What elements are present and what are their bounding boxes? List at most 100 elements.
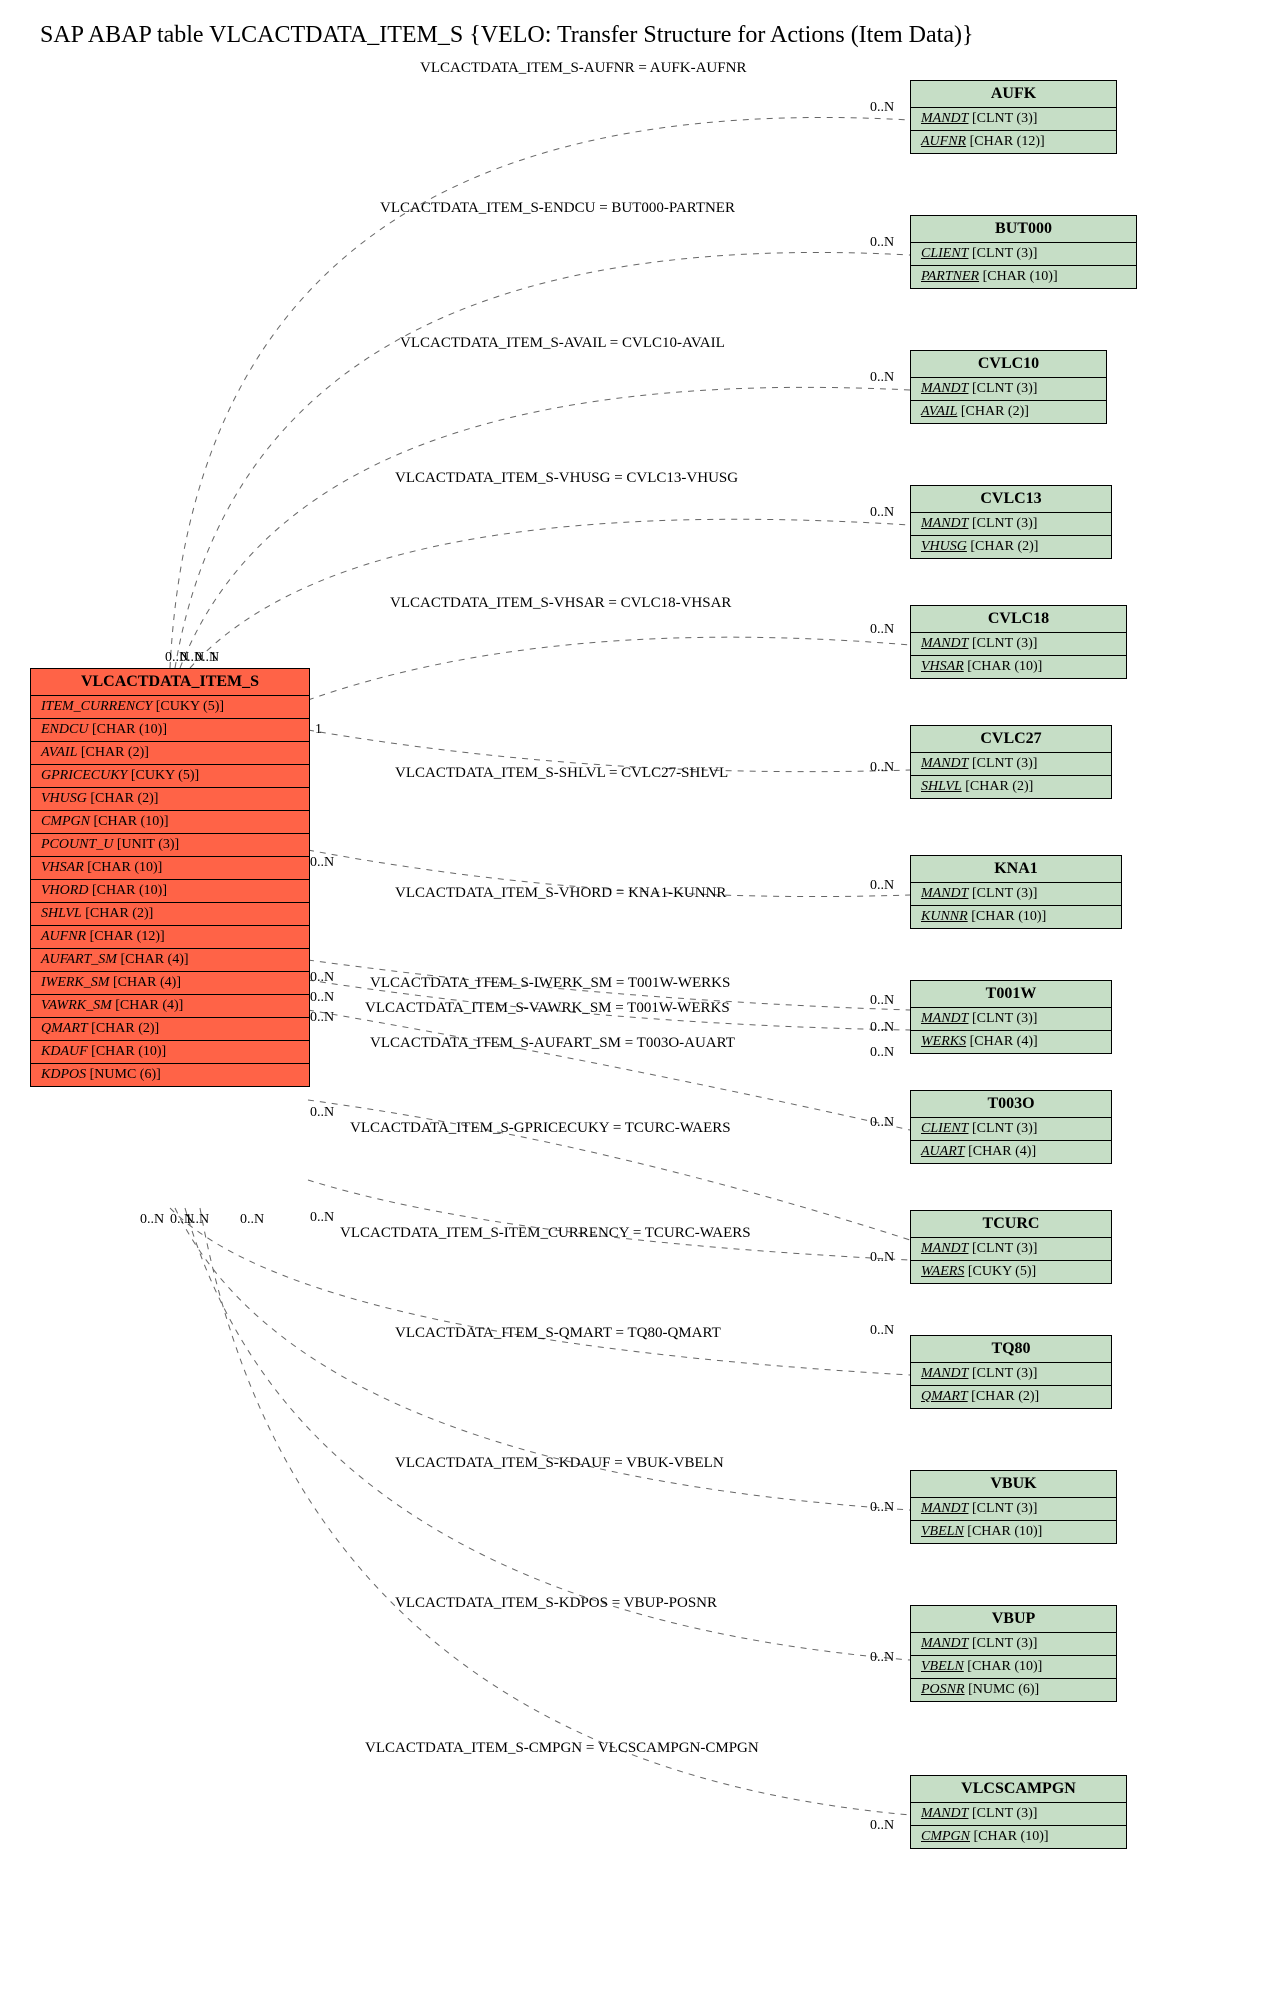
entity-field: VHUSG [CHAR (2)] [911, 536, 1111, 558]
field-type: [CUKY (5)] [964, 1264, 1036, 1279]
entity-field: KDPOS [NUMC (6)] [31, 1064, 309, 1086]
field-type: [CLNT (3)] [968, 636, 1037, 651]
entity-field: AUART [CHAR (4)] [911, 1141, 1111, 1163]
field-name: ITEM_CURRENCY [41, 699, 152, 714]
cardinality-from: 1 [210, 650, 217, 666]
edge-label: VLCACTDATA_ITEM_S-QMART = TQ80-QMART [395, 1325, 721, 1342]
field-type: [CHAR (2)] [77, 745, 149, 760]
entity-header: VBUP [911, 1606, 1116, 1633]
entity-field: VBELN [CHAR (10)] [911, 1521, 1116, 1543]
cardinality-to: 0..N [870, 1650, 894, 1666]
field-type: [CHAR (10)] [979, 269, 1058, 284]
main-entity: VLCACTDATA_ITEM_SITEM_CURRENCY [CUKY (5)… [30, 668, 310, 1087]
entity-field: CMPGN [CHAR (10)] [911, 1826, 1126, 1848]
entity-field: MANDT [CLNT (3)] [911, 108, 1116, 131]
field-type: [CHAR (10)] [964, 1659, 1043, 1674]
field-name: WAERS [921, 1264, 964, 1279]
cardinality-to: 0..N [870, 1250, 894, 1266]
field-name: MANDT [921, 1241, 968, 1256]
field-type: [CLNT (3)] [968, 886, 1037, 901]
field-type: [CHAR (4)] [109, 975, 181, 990]
ref-entity-vlcscampgn: VLCSCAMPGNMANDT [CLNT (3)]CMPGN [CHAR (1… [910, 1775, 1127, 1849]
field-name: MANDT [921, 516, 968, 531]
field-type: [CLNT (3)] [968, 1636, 1037, 1651]
cardinality-from: 0..N [310, 990, 334, 1006]
entity-field: AUFART_SM [CHAR (4)] [31, 949, 309, 972]
field-type: [CHAR (12)] [966, 134, 1045, 149]
field-type: [CLNT (3)] [968, 1366, 1037, 1381]
field-type: [NUMC (6)] [965, 1682, 1040, 1697]
ref-entity-vbuk: VBUK MANDT [CLNT (3)] VBELN [CHAR (10)] [910, 1470, 1117, 1544]
field-name: VHUSG [41, 791, 87, 806]
field-type: [CHAR (4)] [966, 1034, 1038, 1049]
edge [185, 1208, 910, 1660]
cardinality-to: 0..N [870, 1323, 894, 1339]
field-type: [CLNT (3)] [968, 1011, 1037, 1026]
ref-entity-tq80: TQ80MANDT [CLNT (3)]QMART [CHAR (2)] [910, 1335, 1112, 1409]
edge-label: VLCACTDATA_ITEM_S-AUFART_SM = T003O-AUAR… [370, 1035, 735, 1052]
field-name: MANDT [921, 111, 968, 126]
edge-label: VLCACTDATA_ITEM_S-ITEM_CURRENCY = TCURC-… [340, 1225, 751, 1242]
edge-label: VLCACTDATA_ITEM_S-VHUSG = CVLC13-VHUSG [395, 470, 738, 487]
field-type: [CHAR (2)] [88, 1021, 160, 1036]
entity-field: MANDT [CLNT (3)] [911, 1238, 1111, 1261]
edge-label: VLCACTDATA_ITEM_S-AVAIL = CVLC10-AVAIL [400, 335, 725, 352]
entity-field: VHSAR [CHAR (10)] [31, 857, 309, 880]
field-type: [CHAR (10)] [968, 909, 1047, 924]
field-name: MANDT [921, 1011, 968, 1026]
entity-field: IWERK_SM [CHAR (4)] [31, 972, 309, 995]
field-type: [CHAR (2)] [962, 779, 1034, 794]
field-name: VHORD [41, 883, 88, 898]
field-name: KUNNR [921, 909, 968, 924]
field-name: CLIENT [921, 1121, 968, 1136]
entity-field: MANDT [CLNT (3)] [911, 378, 1106, 401]
field-name: AUFNR [921, 134, 966, 149]
entity-field: KDAUF [CHAR (10)] [31, 1041, 309, 1064]
edge-label: VLCACTDATA_ITEM_S-SHLVL = CVLC27-SHLVL [395, 765, 728, 782]
cardinality-to: 0..N [870, 993, 894, 1009]
field-name: QMART [921, 1389, 968, 1404]
field-name: MANDT [921, 886, 968, 901]
edge-label: VLCACTDATA_ITEM_S-VHSAR = CVLC18-VHSAR [390, 595, 731, 612]
edge-label: VLCACTDATA_ITEM_S-KDAUF = VBUK-VBELN [395, 1455, 724, 1472]
field-name: VBELN [921, 1524, 964, 1539]
field-type: [CHAR (10)] [88, 722, 167, 737]
cardinality-from: 0..N [310, 1105, 334, 1121]
ref-entity-cvlc13: CVLC13MANDT [CLNT (3)]VHUSG [CHAR (2)] [910, 485, 1112, 559]
field-type: [CLNT (3)] [968, 246, 1037, 261]
entity-field: GPRICECUKY [CUKY (5)] [31, 765, 309, 788]
entity-field: MANDT [CLNT (3)] [911, 1633, 1116, 1656]
field-name: VHUSG [921, 539, 967, 554]
entity-header: TQ80 [911, 1336, 1111, 1363]
entity-field: KUNNR [CHAR (10)] [911, 906, 1121, 928]
field-name: AUART [921, 1144, 965, 1159]
field-type: [CUKY (5)] [127, 768, 199, 783]
field-name: CMPGN [921, 1829, 970, 1844]
entity-field: MANDT [CLNT (3)] [911, 753, 1111, 776]
ref-entity-vbup: VBUPMANDT [CLNT (3)]VBELN [CHAR (10)]POS… [910, 1605, 1117, 1702]
cardinality-to: 0..N [870, 235, 894, 251]
entity-header: VBUK [911, 1471, 1116, 1498]
field-type: [CHAR (2)] [87, 791, 159, 806]
cardinality-to: 0..N [870, 100, 894, 116]
field-type: [CHAR (10)] [90, 814, 169, 829]
field-name: MANDT [921, 1501, 968, 1516]
field-name: AUFNR [41, 929, 86, 944]
entity-header: AUFK [911, 81, 1116, 108]
entity-field: MANDT [CLNT (3)] [911, 633, 1126, 656]
field-name: VHSAR [921, 659, 964, 674]
cardinality-from: 0..N [310, 1210, 334, 1226]
field-name: VAWRK_SM [41, 998, 112, 1013]
entity-field: QMART [CHAR (2)] [31, 1018, 309, 1041]
entity-field: MANDT [CLNT (3)] [911, 1803, 1126, 1826]
entity-field: CLIENT [CLNT (3)] [911, 243, 1136, 266]
entity-field: POSNR [NUMC (6)] [911, 1679, 1116, 1701]
cardinality-from: 0..N [240, 1212, 264, 1228]
ref-entity-t001w: T001WMANDT [CLNT (3)]WERKS [CHAR (4)] [910, 980, 1112, 1054]
edge-label: VLCACTDATA_ITEM_S-AUFNR = AUFK-AUFNR [420, 60, 746, 77]
entity-field: PARTNER [CHAR (10)] [911, 266, 1136, 288]
edge-label: VLCACTDATA_ITEM_S-CMPGN = VLCSCAMPGN-CMP… [365, 1740, 759, 1757]
cardinality-to: 0..N [870, 370, 894, 386]
field-type: [CLNT (3)] [968, 1501, 1037, 1516]
field-type: [CHAR (2)] [957, 404, 1029, 419]
